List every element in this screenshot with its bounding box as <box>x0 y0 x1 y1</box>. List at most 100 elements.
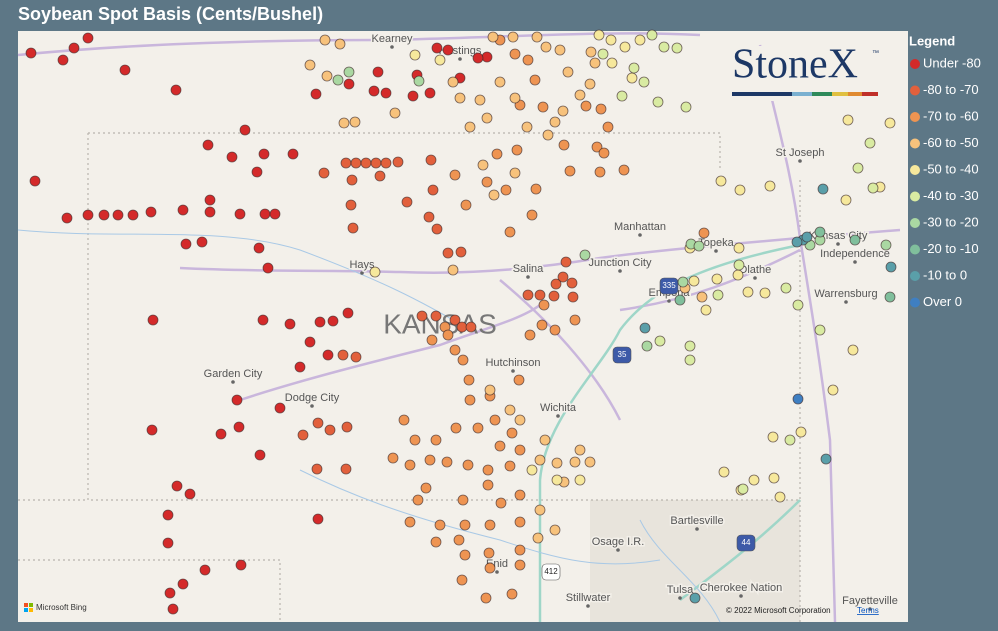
legend-label: Over 0 <box>923 294 962 309</box>
station-dot <box>392 156 404 168</box>
station-dot <box>337 349 349 361</box>
station-dot <box>605 34 617 46</box>
station-dot <box>334 38 346 50</box>
legend-swatch <box>910 85 920 96</box>
city-marker <box>616 548 620 552</box>
copyright: © 2022 Microsoft Corporation <box>726 606 831 615</box>
station-dot <box>718 466 730 478</box>
station-dot <box>287 148 299 160</box>
station-dot <box>431 42 443 54</box>
station-dot <box>202 139 214 151</box>
station-dot <box>374 170 386 182</box>
logo-bar <box>732 92 878 96</box>
terms-link[interactable]: Terms <box>857 606 879 615</box>
place-label: Dodge City <box>285 392 340 404</box>
station-dot <box>347 222 359 234</box>
station-dot <box>489 414 501 426</box>
station-dot <box>698 227 710 239</box>
station-dot <box>885 261 897 273</box>
city-marker <box>868 607 872 611</box>
city-marker <box>714 249 718 253</box>
legend-label: -30 to -20 <box>923 214 979 229</box>
station-dot <box>680 101 692 113</box>
station-dot <box>370 157 382 169</box>
station-dot <box>481 112 493 124</box>
station-dot <box>733 242 745 254</box>
station-dot <box>472 422 484 434</box>
station-dot <box>484 519 496 531</box>
station-dot <box>774 491 786 503</box>
route-number: 35 <box>618 350 627 359</box>
station-dot <box>239 124 251 136</box>
provider: Microsoft Bing <box>36 603 87 612</box>
station-dot <box>509 167 521 179</box>
station-dot <box>847 344 859 356</box>
station-dot <box>524 329 536 341</box>
station-dot <box>442 247 454 259</box>
station-dot <box>500 184 512 196</box>
station-dot <box>539 434 551 446</box>
station-dot <box>597 48 609 60</box>
station-dot <box>441 456 453 468</box>
legend-swatch <box>910 244 920 255</box>
station-dot <box>215 428 227 440</box>
station-dot <box>732 269 744 281</box>
station-dot <box>700 304 712 316</box>
station-dot <box>480 592 492 604</box>
station-dot <box>346 174 358 186</box>
city-marker <box>638 233 642 237</box>
station-dot <box>434 54 446 66</box>
station-dot <box>259 208 271 220</box>
station-dot <box>338 117 350 129</box>
place-label: Stillwater <box>566 592 611 604</box>
station-dot <box>146 424 158 436</box>
station-dot <box>145 206 157 218</box>
station-dot <box>360 157 372 169</box>
legend-label: -20 to -10 <box>923 241 979 256</box>
station-dot <box>589 57 601 69</box>
station-dot <box>463 374 475 386</box>
station-dot <box>425 154 437 166</box>
station-dot <box>449 169 461 181</box>
station-dot <box>817 183 829 195</box>
station-dot <box>312 417 324 429</box>
station-dot <box>424 454 436 466</box>
legend-swatch <box>910 59 920 69</box>
station-dot <box>549 324 561 336</box>
station-dot <box>483 547 495 559</box>
station-dot <box>258 148 270 160</box>
station-dot <box>867 182 879 194</box>
place-label: Manhattan <box>614 221 666 233</box>
station-dot <box>481 176 493 188</box>
legend-swatch <box>910 138 920 149</box>
station-dot <box>594 166 606 178</box>
station-dot <box>514 414 526 426</box>
bing-logo <box>24 603 33 612</box>
station-dot <box>840 194 852 206</box>
station-dot <box>304 336 316 348</box>
station-dot <box>742 286 754 298</box>
place-label: St Joseph <box>776 147 825 159</box>
place-label: Junction City <box>589 257 652 269</box>
station-dot <box>514 489 526 501</box>
place-label: Fayetteville <box>842 595 898 607</box>
station-dot <box>585 46 597 58</box>
station-dot <box>801 231 813 243</box>
station-dot <box>98 209 110 221</box>
station-dot <box>562 66 574 78</box>
station-dot <box>733 259 745 271</box>
station-dot <box>345 199 357 211</box>
station-dot <box>574 474 586 486</box>
station-dot <box>57 54 69 66</box>
station-dot <box>534 289 546 301</box>
station-dot <box>423 211 435 223</box>
station-dot <box>297 429 309 441</box>
station-dot <box>404 516 416 528</box>
station-dot <box>459 549 471 561</box>
station-dot <box>350 157 362 169</box>
station-dot <box>455 246 467 258</box>
city-marker <box>739 594 743 598</box>
station-dot <box>29 175 41 187</box>
